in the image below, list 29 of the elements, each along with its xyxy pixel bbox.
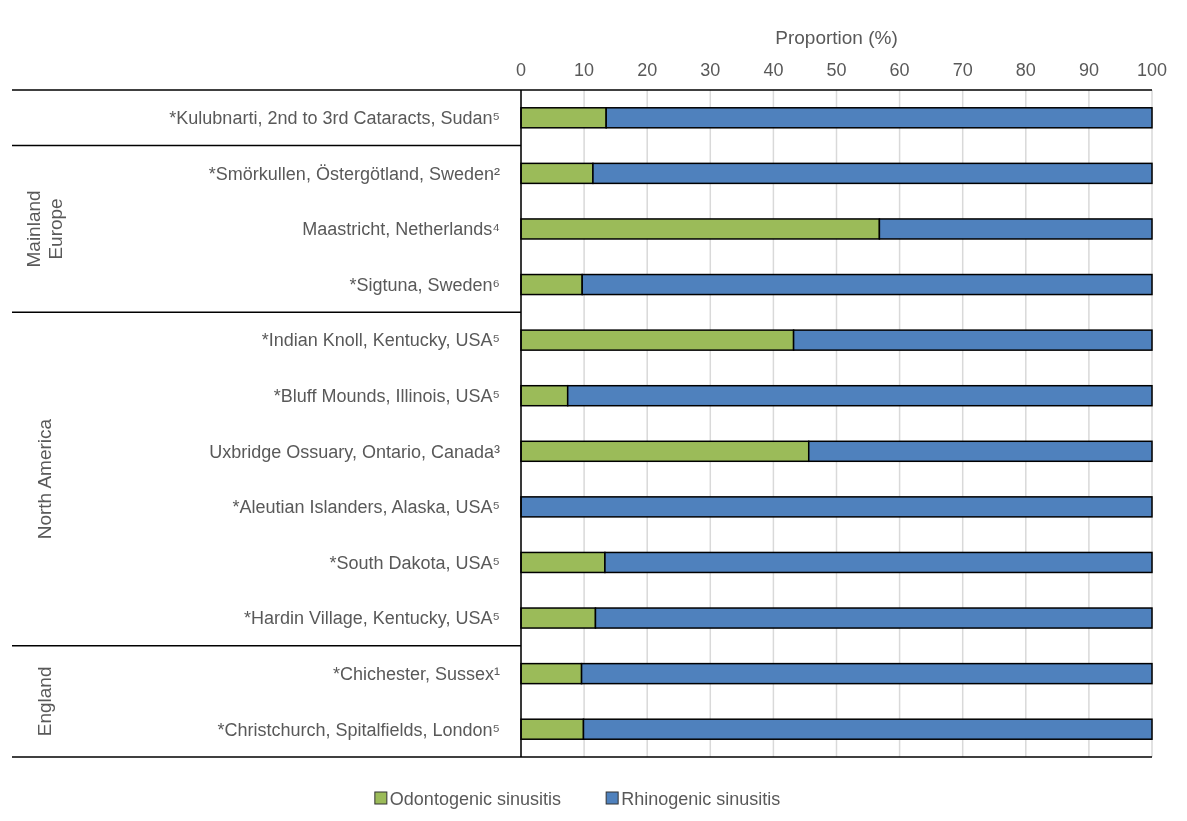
y-tick-label: *Hardin Village, Kentucky, USA⁵ xyxy=(244,608,500,629)
x-tick-label: 100 xyxy=(1136,60,1168,80)
legend-label: Odontogenic sinusitis xyxy=(389,789,561,809)
y-tick-label: *Indian Knoll, Kentucky, USA⁵ xyxy=(261,330,500,351)
x-tick-label: 40 xyxy=(763,60,784,80)
x-tick-label: 30 xyxy=(700,60,721,80)
x-axis-title: Proportion (%) xyxy=(775,27,898,48)
y-tick-label: *South Dakota, USA⁵ xyxy=(329,552,500,573)
x-tick-label: 60 xyxy=(889,60,910,80)
x-tick-label: 50 xyxy=(826,60,847,80)
legend-label: Rhinogenic sinusitis xyxy=(621,789,781,809)
y-tick-label: *Sigtuna, Sweden⁶ xyxy=(349,274,500,295)
text: England xyxy=(33,666,55,737)
y-tick-label: Maastricht, Netherlands⁴ xyxy=(302,219,500,240)
y-tick-label: *Christchurch, Spitalfields, London⁵ xyxy=(217,719,500,740)
text: Mainland Europe xyxy=(22,190,66,268)
y-tick-label: *Chichester, Sussex¹ xyxy=(332,663,500,684)
y-tick-label: *Kulubnarti, 2nd to 3rd Cataracts, Sudan⁵ xyxy=(169,108,500,129)
x-tick-label: 70 xyxy=(952,60,973,80)
x-tick-label: 10 xyxy=(574,60,595,80)
y-tick-label: *Aleutian Islanders, Alaska, USA⁵ xyxy=(232,497,500,518)
y-tick-label: *Bluff Mounds, Illinois, USA⁵ xyxy=(273,386,500,407)
y-tick-label: *Smörkullen, Östergötland, Sweden² xyxy=(208,163,500,184)
y-tick-label: Uxbridge Ossuary, Ontario, Canada³ xyxy=(209,441,500,462)
x-tick-label: 80 xyxy=(1015,60,1036,80)
x-tick-label: 90 xyxy=(1078,60,1099,80)
x-tick-label: 0 xyxy=(515,60,527,80)
x-tick-label: 20 xyxy=(637,60,658,80)
text: North America xyxy=(33,418,55,540)
